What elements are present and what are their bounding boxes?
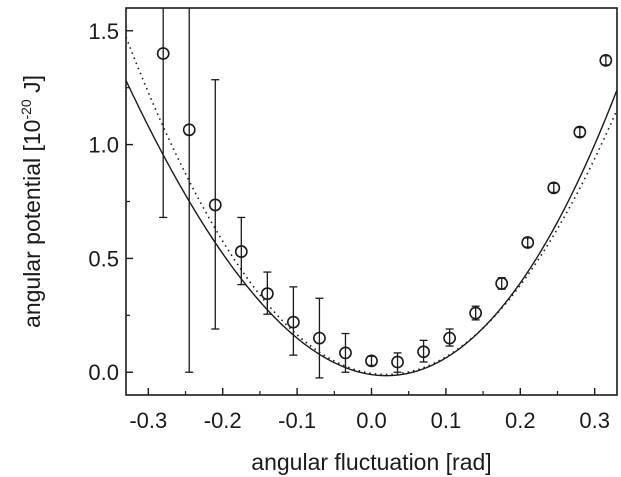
plot-frame	[125, 7, 618, 396]
y-tick-labels: 0.0 0.5 1.0 1.5	[88, 19, 119, 385]
data-point	[365, 354, 378, 368]
error-bar	[367, 355, 376, 367]
data-point	[156, 47, 170, 60]
x-tick-labels: -0.3 -0.2 -0.1 0.0 0.1 0.2 0.3	[129, 408, 610, 433]
axis-ticks	[126, 30, 596, 395]
error-bar	[263, 271, 272, 315]
data-point	[495, 277, 509, 290]
fit-curve-dotted	[126, 36, 617, 376]
data-point	[469, 306, 483, 320]
fit-curves	[126, 36, 617, 377]
y-axis-label-exponent: -20	[18, 99, 34, 119]
error-bar	[315, 297, 324, 379]
data-point	[260, 287, 274, 301]
y-tick-label: 0.0	[88, 360, 119, 385]
error-bar	[289, 286, 298, 356]
x-tick-label: 0.3	[579, 408, 610, 433]
data-point	[234, 245, 248, 258]
data-point	[417, 345, 430, 359]
x-tick-label: -0.1	[278, 408, 316, 433]
y-axis-label-post: J]	[19, 75, 45, 99]
error-bars	[159, 8, 610, 379]
x-tick-label: -0.3	[129, 408, 167, 433]
x-tick-label: 0.1	[431, 408, 462, 433]
error-bar	[523, 237, 532, 248]
data-point	[339, 346, 352, 360]
y-axis-label-pre: angular potential [10	[19, 120, 45, 328]
error-bar	[575, 126, 584, 138]
data-point	[443, 331, 457, 345]
error-bar	[159, 8, 168, 219]
data-point	[599, 53, 613, 67]
data-point	[391, 355, 404, 369]
x-tick-label: 0.2	[505, 408, 536, 433]
data-point	[286, 315, 300, 329]
error-bar	[237, 216, 246, 286]
data-point	[573, 125, 587, 139]
y-tick-label: 1.0	[88, 133, 119, 158]
data-point	[521, 236, 535, 249]
y-tick-label: 1.5	[88, 19, 119, 44]
data-point	[208, 198, 222, 212]
x-tick-label: -0.2	[204, 408, 242, 433]
data-point	[313, 331, 326, 345]
error-bar	[211, 79, 220, 330]
y-axis-label: angular potential [10-20 J]	[18, 75, 45, 328]
error-bar	[185, 8, 194, 373]
x-axis-label: angular fluctuation [rad]	[251, 449, 491, 475]
fit-curve-solid	[126, 80, 617, 377]
error-bar	[471, 305, 480, 321]
x-tick-label: 0.0	[356, 408, 387, 433]
error-bar	[419, 339, 428, 363]
y-tick-label: 0.5	[88, 246, 119, 271]
error-bar	[549, 182, 558, 194]
error-bar	[601, 55, 610, 66]
data-point	[182, 123, 196, 137]
error-bar	[341, 332, 350, 373]
data-points	[156, 47, 613, 369]
data-point	[547, 181, 561, 195]
